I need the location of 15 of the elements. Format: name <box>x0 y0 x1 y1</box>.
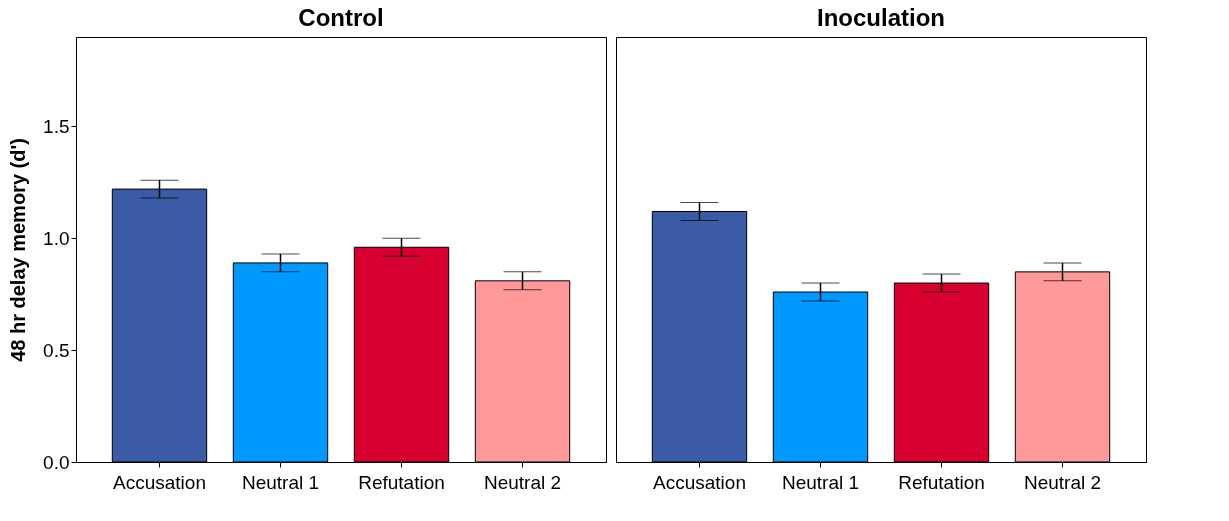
y-tick-label: 0.5 <box>43 339 70 361</box>
chart-title: Control <box>298 4 384 31</box>
x-tick-label: Accusation <box>113 471 206 493</box>
x-tick-label: Neutral 1 <box>781 471 860 493</box>
x-tick-label: Neutral 2 <box>1023 471 1102 493</box>
y-tick-label: 1.0 <box>43 227 70 249</box>
chart-title: Inoculation <box>817 4 945 31</box>
x-tick-label: Refutation <box>358 471 445 493</box>
x-tick-label: Neutral 1 <box>241 471 320 493</box>
y-tick-label: 0.0 <box>43 451 70 473</box>
y-tick-label: 1.5 <box>43 115 70 137</box>
y-axis-title: 48 hr delay memory (d') <box>7 138 30 362</box>
x-tick-label: Neutral 2 <box>483 471 562 493</box>
x-tick-label: Accusation <box>653 471 746 493</box>
x-tick-label: Refutation <box>898 471 985 493</box>
